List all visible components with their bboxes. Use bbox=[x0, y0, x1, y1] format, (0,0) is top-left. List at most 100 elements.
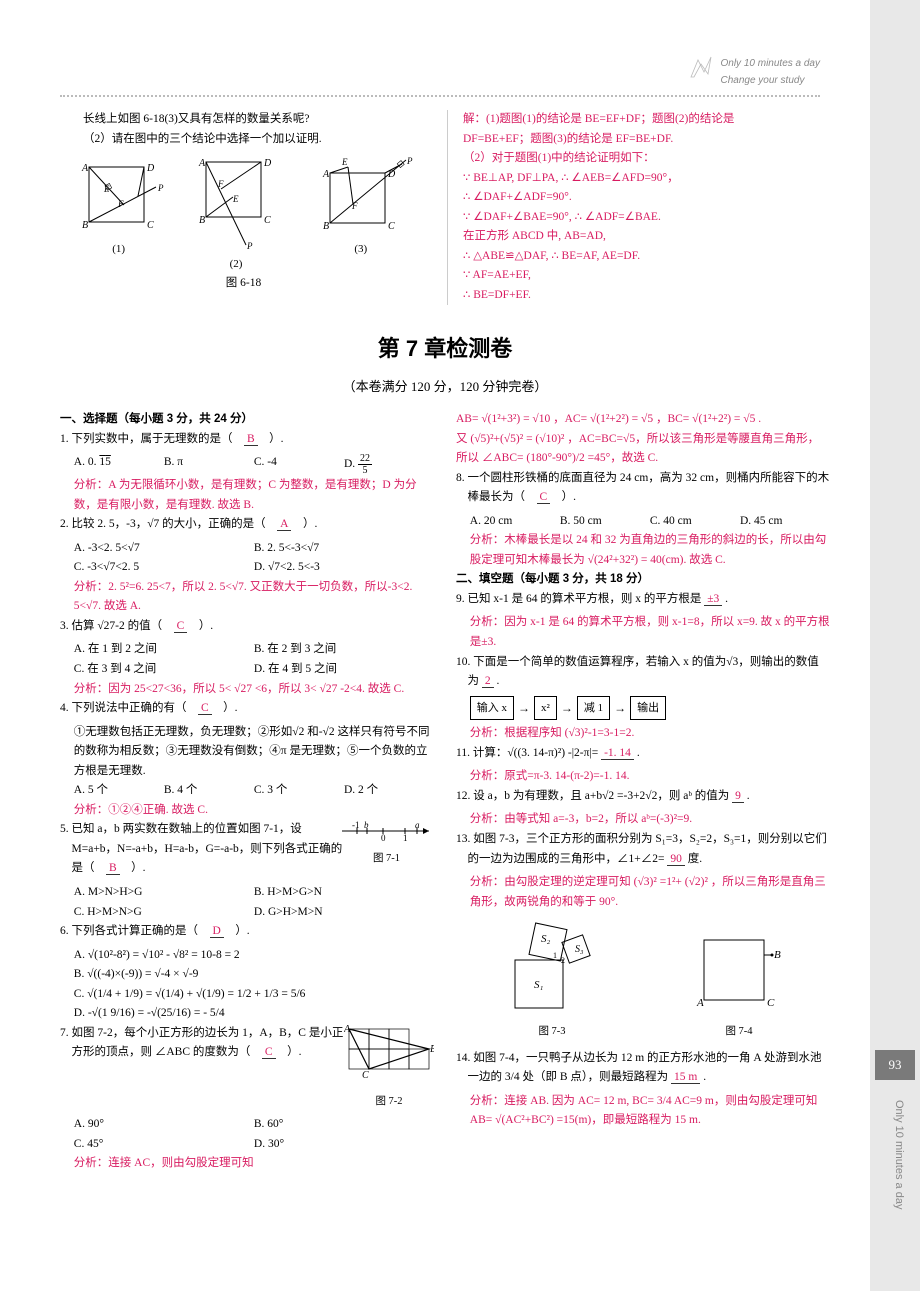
question: 4. 下列说法中正确的有（ C ）. bbox=[60, 699, 434, 719]
question: A B C 图 7-2 7. 如图 7-2，每个小正方形的边长为 1，A，B，C… bbox=[60, 1024, 434, 1111]
question: -1 b 0 1 a 图 7-1 5. 已知 a，b 两实数在数轴上的位置如图 … bbox=[60, 820, 434, 879]
option: A. 在 1 到 2 之间 bbox=[74, 640, 254, 660]
fig-label: (3) bbox=[308, 240, 413, 259]
page-number: 93 bbox=[875, 1050, 915, 1080]
question: 11. 计算：√((3. 14-π)²) -|2-π|= -1. 14 . bbox=[456, 744, 830, 764]
analysis: 分析：①②④正确. 故选 C. bbox=[60, 801, 434, 821]
figure-6-18-2: A D B C F E P bbox=[191, 157, 281, 252]
option: C. H>M>N>G bbox=[74, 903, 254, 923]
analysis-cont: AB= √(1²+3²) = √10 ，AC= √(1²+2²) = √5 ，B… bbox=[456, 410, 830, 430]
option: A. -3<2. 5<√7 bbox=[74, 539, 254, 559]
analysis: 分析：由勾股定理的逆定理可知 (√3)² =1²+ (√2)² ，所以三角形是直… bbox=[456, 873, 830, 912]
answer: 9 bbox=[732, 790, 744, 803]
svg-text:S₁: S₁ bbox=[534, 979, 544, 991]
fig-label: (2) bbox=[191, 255, 281, 274]
figure-7-1: -1 b 0 1 a 图 7-1 bbox=[351, 820, 435, 867]
svg-text:a: a bbox=[415, 820, 420, 830]
figure-caption: 图 6-18 bbox=[60, 274, 427, 294]
svg-text:S₂: S₂ bbox=[541, 933, 551, 945]
answer: C bbox=[537, 491, 551, 504]
leaf-icon bbox=[686, 52, 716, 80]
fig-label: (1) bbox=[74, 240, 164, 259]
answer: B bbox=[244, 433, 258, 446]
svg-text:B: B bbox=[774, 949, 781, 961]
analysis: 分析：根据程序知 (√3)²-1=3-1=2. bbox=[456, 724, 830, 744]
options: A. 0. 15 B. π C. -4 D. 225 bbox=[60, 453, 434, 476]
option: C. -4 bbox=[254, 453, 344, 476]
option: D. 45 cm bbox=[740, 512, 830, 532]
figure-6-18-3: A D B C E F P bbox=[308, 157, 413, 237]
svg-text:C: C bbox=[767, 997, 775, 1009]
svg-text:A: A bbox=[696, 997, 704, 1009]
option: C. √(1/4 + 1/9) = √(1/4) + √(1/9) = 1/2 … bbox=[74, 985, 434, 1005]
figure-caption: 图 7-4 bbox=[689, 1023, 789, 1041]
question: 2. 比较 2. 5，-3，√7 的大小，正确的是（ A ）. bbox=[60, 515, 434, 535]
question-body: ①无理数包括正无理数，负无理数；②形如√2 和-√2 这样只有符号不同的数称为相… bbox=[60, 723, 434, 782]
svg-text:1: 1 bbox=[403, 833, 408, 842]
analysis: 分析：原式=π-3. 14-(π-2)=-1. 14. bbox=[456, 767, 830, 787]
options: A. -3<2. 5<√7 B. 2. 5<-3<√7 C. -3<√7<2. … bbox=[60, 539, 434, 578]
options: A. √(10²-8²) = √10² - √8² = 10-8 = 2 B. … bbox=[60, 946, 434, 1024]
option: C. -3<√7<2. 5 bbox=[74, 558, 254, 578]
question: 3. 估算 √27-2 的值（ C ）. bbox=[60, 617, 434, 637]
figure-7-3: S₁ S₂ S₃ 1 2 bbox=[497, 920, 607, 1015]
answer: C bbox=[198, 702, 212, 715]
svg-text:A: A bbox=[344, 1024, 351, 1035]
svg-text:P: P bbox=[157, 183, 164, 193]
svg-text:D: D bbox=[146, 163, 155, 174]
svg-text:E: E bbox=[232, 194, 239, 204]
chapter-subtitle: （本卷满分 120 分，120 分钟完卷） bbox=[60, 376, 830, 398]
svg-text:1: 1 bbox=[553, 951, 557, 960]
svg-text:A: A bbox=[198, 158, 206, 169]
svg-text:C: C bbox=[362, 1070, 369, 1081]
options: A. 5 个 B. 4 个 C. 3 个 D. 2 个 bbox=[60, 781, 434, 801]
option: C. 45° bbox=[74, 1135, 254, 1155]
figure-6-18-1: A D B C E F P bbox=[74, 157, 164, 237]
option: D. 30° bbox=[254, 1135, 434, 1155]
svg-text:F: F bbox=[117, 199, 124, 209]
svg-text:F: F bbox=[351, 201, 358, 211]
program-boxes: 输入 x→ x²→ 减 1→ 输出 bbox=[456, 696, 830, 721]
option: B. π bbox=[164, 453, 254, 476]
svg-text:C: C bbox=[264, 215, 271, 226]
option: B. 60° bbox=[254, 1115, 434, 1135]
option: D. 225 bbox=[344, 453, 434, 476]
svg-text:B: B bbox=[323, 221, 329, 232]
svg-text:C: C bbox=[388, 221, 395, 232]
option: A. 20 cm bbox=[470, 512, 560, 532]
svg-text:C: C bbox=[147, 220, 154, 231]
options: A. 在 1 到 2 之间 B. 在 2 到 3 之间 C. 在 3 到 4 之… bbox=[60, 640, 434, 679]
option: D. 2 个 bbox=[344, 781, 434, 801]
problem-text: 长线上如图 6-18(3)又具有怎样的数量关系呢? bbox=[60, 110, 427, 130]
answer: C bbox=[174, 620, 188, 633]
analysis: 分析：木棒最长是以 24 和 32 为直角边的三角形的斜边的长，所以由勾股定理可… bbox=[456, 531, 830, 570]
analysis: 分析：连接 AC，则由勾股定理可知 bbox=[60, 1154, 434, 1174]
problem-text: （2）请在图中的三个结论中选择一个加以证明. bbox=[60, 130, 427, 150]
svg-text:P: P bbox=[406, 157, 413, 166]
svg-text:P: P bbox=[246, 241, 253, 251]
section-heading: 一、选择题（每小题 3 分，共 24 分） bbox=[60, 410, 434, 430]
svg-text:F: F bbox=[217, 179, 224, 189]
analysis: 分析：因为 25<27<36，所以 5< √27 <6，所以 3< √27 -2… bbox=[60, 680, 434, 700]
svg-text:S₃: S₃ bbox=[575, 944, 584, 955]
analysis: 分析：2. 5²=6. 25<7，所以 2. 5<√7. 又正数大于一切负数，所… bbox=[60, 578, 434, 617]
options: A. 20 cm B. 50 cm C. 40 cm D. 45 cm bbox=[456, 512, 830, 532]
svg-text:B: B bbox=[82, 220, 88, 231]
analysis: 分析：A 为无限循环小数，是有理数；C 为整数，是有理数；D 为分数，是有限小数… bbox=[60, 476, 434, 515]
option: D. -√(1 9/16) = -√(25/16) = - 5/4 bbox=[74, 1004, 434, 1024]
option: B. 50 cm bbox=[560, 512, 650, 532]
options: A. M>N>H>G B. H>M>G>N C. H>M>N>G D. G>H>… bbox=[60, 883, 434, 922]
answer: 2 bbox=[482, 675, 494, 688]
svg-text:E: E bbox=[341, 157, 348, 167]
option: C. 3 个 bbox=[254, 781, 344, 801]
svg-text:0: 0 bbox=[381, 833, 386, 842]
option: B. √((-4)×(-9)) = √-4 × √-9 bbox=[74, 965, 434, 985]
question: 10. 下面是一个简单的数值运算程序，若输入 x 的值为√3，则输出的数值为 2… bbox=[456, 653, 830, 692]
answer: C bbox=[262, 1046, 276, 1059]
option: C. 40 cm bbox=[650, 512, 740, 532]
option: B. 2. 5<-3<√7 bbox=[254, 539, 434, 559]
header-slogan: Only 10 minutes a day Change your study bbox=[721, 55, 821, 89]
svg-text:-1: -1 bbox=[352, 820, 360, 830]
option: D. 在 4 到 5 之间 bbox=[254, 660, 434, 680]
header-divider bbox=[60, 95, 820, 97]
